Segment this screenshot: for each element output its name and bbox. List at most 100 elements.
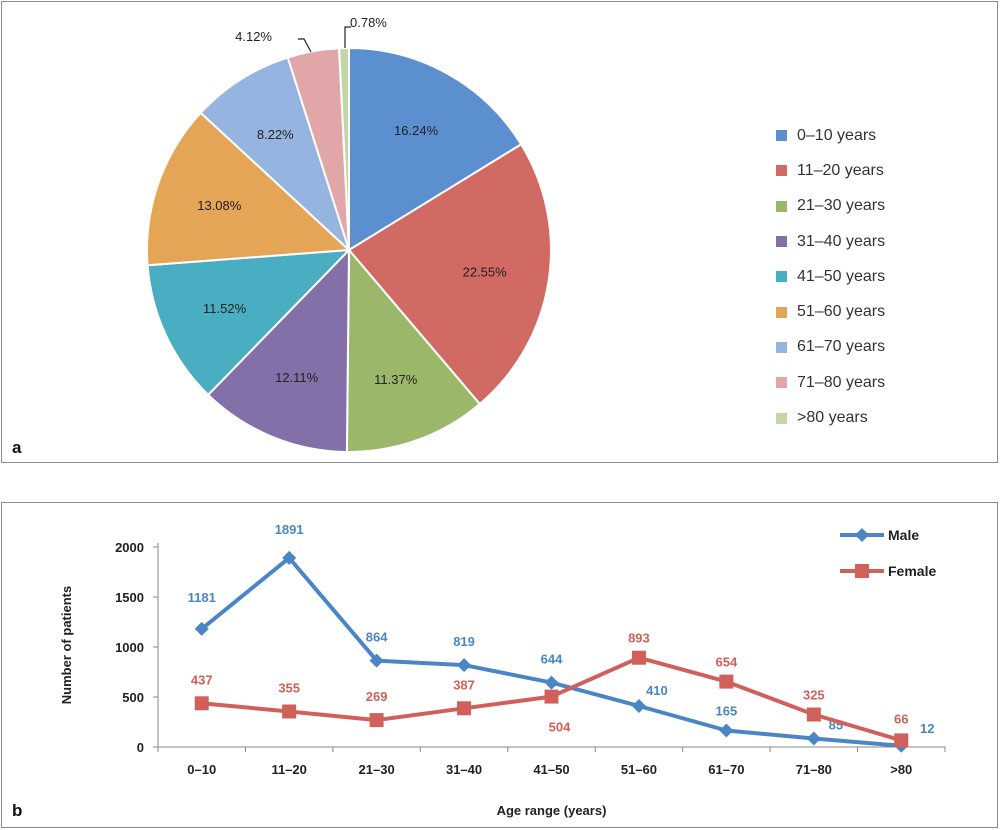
legend-item-71-80-years: 71–80 years xyxy=(776,365,885,400)
pie-slice-0-10-years xyxy=(348,46,523,252)
point-female-0 xyxy=(194,696,209,711)
legend-item-61-70-years: 61–70 years xyxy=(776,330,885,365)
point-female-1 xyxy=(282,704,297,719)
data-label-female-4: 504 xyxy=(549,720,571,735)
legend-swatch xyxy=(776,341,787,353)
point-male-5 xyxy=(631,699,646,713)
x-tick-label: 0–10 xyxy=(187,762,216,777)
legend-item-51-60-years: 51–60 years xyxy=(776,294,885,329)
pie-slice-11-20-years xyxy=(347,142,552,406)
x-tick-label: 11–20 xyxy=(271,762,306,777)
data-label-male-4: 644 xyxy=(541,652,563,667)
pie-data-label-41-50-years: 11.52% xyxy=(203,301,247,316)
x-axis-title: Age range (years) xyxy=(497,803,607,818)
data-label-male-5: 410 xyxy=(646,683,668,698)
point-female-7 xyxy=(806,707,821,722)
legend-label: 0–10 years xyxy=(797,126,877,144)
legend-swatch xyxy=(776,200,787,212)
pie-chart: 16.24% 22.55% 11.37% 12.11% 11.52% 13.08% 8.22… xyxy=(146,15,552,453)
legend-swatch xyxy=(776,377,787,389)
pie-data-label-21-30-years: 11.37% xyxy=(374,372,418,387)
point-male-3 xyxy=(457,658,472,673)
pie-data-label-71-80-years: 4.12% xyxy=(235,29,272,44)
pie-data-label-11-20-years: 22.55% xyxy=(463,265,508,280)
line-chart-panel: 0 500 1000 1500 2000 0–10 11–20 21–30 31–40 41–50… xyxy=(1,502,998,828)
legend-marker-female xyxy=(840,564,884,578)
pie-slice-41-50-years xyxy=(146,248,352,397)
legend-item-0-10-years: 0–10 years xyxy=(776,118,885,153)
data-label-male-2: 864 xyxy=(366,630,388,645)
line-legend: Male Female xyxy=(840,517,936,589)
x-tick-label: 71–80 xyxy=(796,762,832,777)
panel-label-b: b xyxy=(12,801,23,820)
data-label-male-3: 819 xyxy=(453,634,475,649)
data-label-female-6: 654 xyxy=(716,655,738,670)
data-label-female-2: 269 xyxy=(366,689,388,704)
pie-slice-31-40-years xyxy=(206,247,351,453)
legend-item-11-20-years: 11–20 years xyxy=(776,153,885,188)
legend-label: Male xyxy=(888,527,920,543)
legend-swatch xyxy=(776,130,787,142)
point-male-7 xyxy=(806,731,821,746)
legend-label: Female xyxy=(888,563,937,579)
legend-label: >80 years xyxy=(797,409,868,427)
legend-label: 31–40 years xyxy=(797,232,886,250)
legend-swatch xyxy=(776,306,787,318)
x-tick-label: 41–50 xyxy=(533,762,569,777)
legend-item-male: Male xyxy=(840,517,936,553)
pie-legend: 0–10 years 11–20 years 21–30 years 31–40 ye… xyxy=(776,118,885,436)
pie-chart-panel: 16.24% 22.55% 11.37% 12.11% 11.52% 13.08% 8.22… xyxy=(1,1,998,463)
legend-item-80-years: >80 years xyxy=(776,400,885,435)
y-tick-label: 500 xyxy=(122,690,144,705)
x-tick-label: >80 xyxy=(890,762,912,777)
y-tick-label: 1000 xyxy=(115,640,144,655)
data-label-female-5: 893 xyxy=(628,631,650,646)
legend-label: 71–80 years xyxy=(797,373,886,391)
pie-data-label-51-60-years: 13.08% xyxy=(197,198,242,213)
legend-label: 41–50 years xyxy=(797,267,886,285)
legend-item-31-40-years: 31–40 years xyxy=(776,224,885,259)
legend-item-female: Female xyxy=(840,553,936,589)
point-male-0 xyxy=(194,621,209,636)
legend-label: 51–60 years xyxy=(797,303,886,321)
data-label-female-8: 66 xyxy=(894,711,908,726)
point-male-2 xyxy=(369,653,384,668)
point-female-3 xyxy=(457,701,472,716)
point-male-6 xyxy=(719,723,734,738)
legend-swatch xyxy=(776,412,787,424)
data-label-female-3: 387 xyxy=(453,677,475,692)
legend-item-21-30-years: 21–30 years xyxy=(776,189,885,224)
line-chart: 0 500 1000 1500 2000 0–10 11–20 21–30 31–40 41–50… xyxy=(59,522,946,818)
pie-data-label-31-40-years: 12.11% xyxy=(275,370,319,385)
point-female-5 xyxy=(631,650,646,665)
x-tick-label: 31–40 xyxy=(446,762,482,777)
legend-swatch xyxy=(776,165,787,177)
data-label-female-7: 325 xyxy=(803,688,825,703)
pie-slice-21-30-years xyxy=(345,247,482,453)
legend-label: 21–30 years xyxy=(797,197,886,215)
point-female-8 xyxy=(894,733,909,748)
pie-slice-80-years xyxy=(338,46,350,251)
pie-data-label-0-10-years: 16.24% xyxy=(394,123,439,138)
x-tick-label: 61–70 xyxy=(708,762,744,777)
panel-label-a: a xyxy=(12,438,22,457)
data-label-male-8: 12 xyxy=(920,721,934,736)
data-label-male-1: 1891 xyxy=(275,522,304,537)
y-axis-title: Number of patients xyxy=(59,586,74,704)
pie-leader-line-80-years xyxy=(344,26,351,48)
y-tick-label: 2000 xyxy=(115,540,144,555)
data-label-female-0: 437 xyxy=(191,672,213,687)
legend-label: 11–20 years xyxy=(797,161,884,179)
pie-slice-51-60-years xyxy=(146,111,352,267)
x-tick-label: 21–30 xyxy=(359,762,395,777)
data-label-male-6: 165 xyxy=(716,704,738,719)
point-female-6 xyxy=(719,674,734,689)
point-female-4 xyxy=(544,689,559,704)
legend-label: 61–70 years xyxy=(797,338,886,356)
point-male-4 xyxy=(544,675,559,690)
pie-leader-line-71-80-years xyxy=(298,38,312,53)
legend-swatch xyxy=(776,271,787,283)
y-tick-label: 1500 xyxy=(115,590,144,605)
legend-marker-male xyxy=(840,528,884,542)
legend-swatch xyxy=(776,236,787,248)
